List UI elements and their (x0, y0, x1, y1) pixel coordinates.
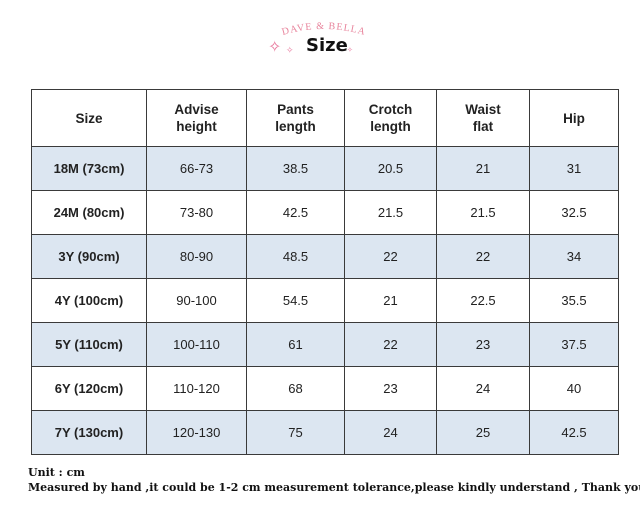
sparkle-right-icon: ✧ (347, 47, 353, 54)
size-cell: 5Y (110cm) (31, 322, 147, 367)
column-header-crotch-length: Crotch length (344, 89, 437, 147)
crotch-length-cell: 21.5 (344, 190, 437, 235)
sparkle-icon: ✧ (268, 39, 282, 56)
crotch-length-cell: 21 (344, 278, 437, 323)
pants-length-cell: 61 (246, 322, 345, 367)
size-cell: 6Y (120cm) (31, 366, 147, 411)
hip-cell: 32.5 (529, 190, 619, 235)
table-row: 5Y (110cm) 100-110 61 22 23 37.5 (31, 322, 619, 367)
table-row: 7Y (130cm) 120-130 75 24 25 42.5 (31, 410, 619, 455)
waist-flat-cell: 21 (436, 146, 530, 191)
pants-length-cell: 54.5 (246, 278, 345, 323)
hip-cell: 35.5 (529, 278, 619, 323)
crotch-length-cell: 22 (344, 234, 437, 279)
unit-note: Unit : cm (28, 466, 85, 479)
height-cell: 110-120 (146, 366, 247, 411)
table-row: 24M (80cm) 73-80 42.5 21.5 21.5 32.5 (31, 190, 619, 235)
page-title: Size (306, 35, 348, 56)
column-header-waist-flat: Waist flat (436, 89, 530, 147)
size-cell: 18M (73cm) (31, 146, 147, 191)
waist-flat-cell: 24 (436, 366, 530, 411)
pants-length-cell: 68 (246, 366, 345, 411)
size-cell: 24M (80cm) (31, 190, 147, 235)
waist-flat-cell: 23 (436, 322, 530, 367)
column-header-advise-height: Advise height (146, 89, 247, 147)
crotch-length-cell: 20.5 (344, 146, 437, 191)
crotch-length-cell: 23 (344, 366, 437, 411)
column-header-hip: Hip (529, 89, 619, 147)
crotch-length-cell: 22 (344, 322, 437, 367)
size-cell: 7Y (130cm) (31, 410, 147, 455)
table-row: 3Y (90cm) 80-90 48.5 22 22 34 (31, 234, 619, 279)
measurement-notes: Unit : cm Measured by hand ,it could be … (28, 465, 640, 495)
pants-length-cell: 38.5 (246, 146, 345, 191)
pants-length-cell: 48.5 (246, 234, 345, 279)
crotch-length-cell: 24 (344, 410, 437, 455)
hip-cell: 42.5 (529, 410, 619, 455)
size-cell: 3Y (90cm) (31, 234, 147, 279)
waist-flat-cell: 25 (436, 410, 530, 455)
size-chart-table: Size Advise height Pants length Crotch l… (31, 89, 619, 455)
brand-logo-svg: DAVE & BELLA (281, 21, 366, 38)
size-cell: 4Y (100cm) (31, 278, 147, 323)
hip-cell: 31 (529, 146, 619, 191)
hip-cell: 40 (529, 366, 619, 411)
height-cell: 100-110 (146, 322, 247, 367)
height-cell: 66-73 (146, 146, 247, 191)
height-cell: 73-80 (146, 190, 247, 235)
table-header-row: Size Advise height Pants length Crotch l… (31, 89, 619, 147)
tolerance-note: Measured by hand ,it could be 1-2 cm mea… (28, 481, 640, 494)
waist-flat-cell: 22.5 (436, 278, 530, 323)
pants-length-cell: 42.5 (246, 190, 345, 235)
hip-cell: 34 (529, 234, 619, 279)
height-cell: 80-90 (146, 234, 247, 279)
table-row: 18M (73cm) 66-73 38.5 20.5 21 31 (31, 146, 619, 191)
waist-flat-cell: 22 (436, 234, 530, 279)
brand-logo: DAVE & BELLA (0, 19, 640, 39)
waist-flat-cell: 21.5 (436, 190, 530, 235)
column-header-size: Size (31, 89, 147, 147)
pants-length-cell: 75 (246, 410, 345, 455)
height-cell: 90-100 (146, 278, 247, 323)
sparkle-small-icon: ✧ (286, 45, 294, 55)
column-header-pants-length: Pants length (246, 89, 345, 147)
height-cell: 120-130 (146, 410, 247, 455)
table-row: 6Y (120cm) 110-120 68 23 24 40 (31, 366, 619, 411)
table-row: 4Y (100cm) 90-100 54.5 21 22.5 35.5 (31, 278, 619, 323)
hip-cell: 37.5 (529, 322, 619, 367)
